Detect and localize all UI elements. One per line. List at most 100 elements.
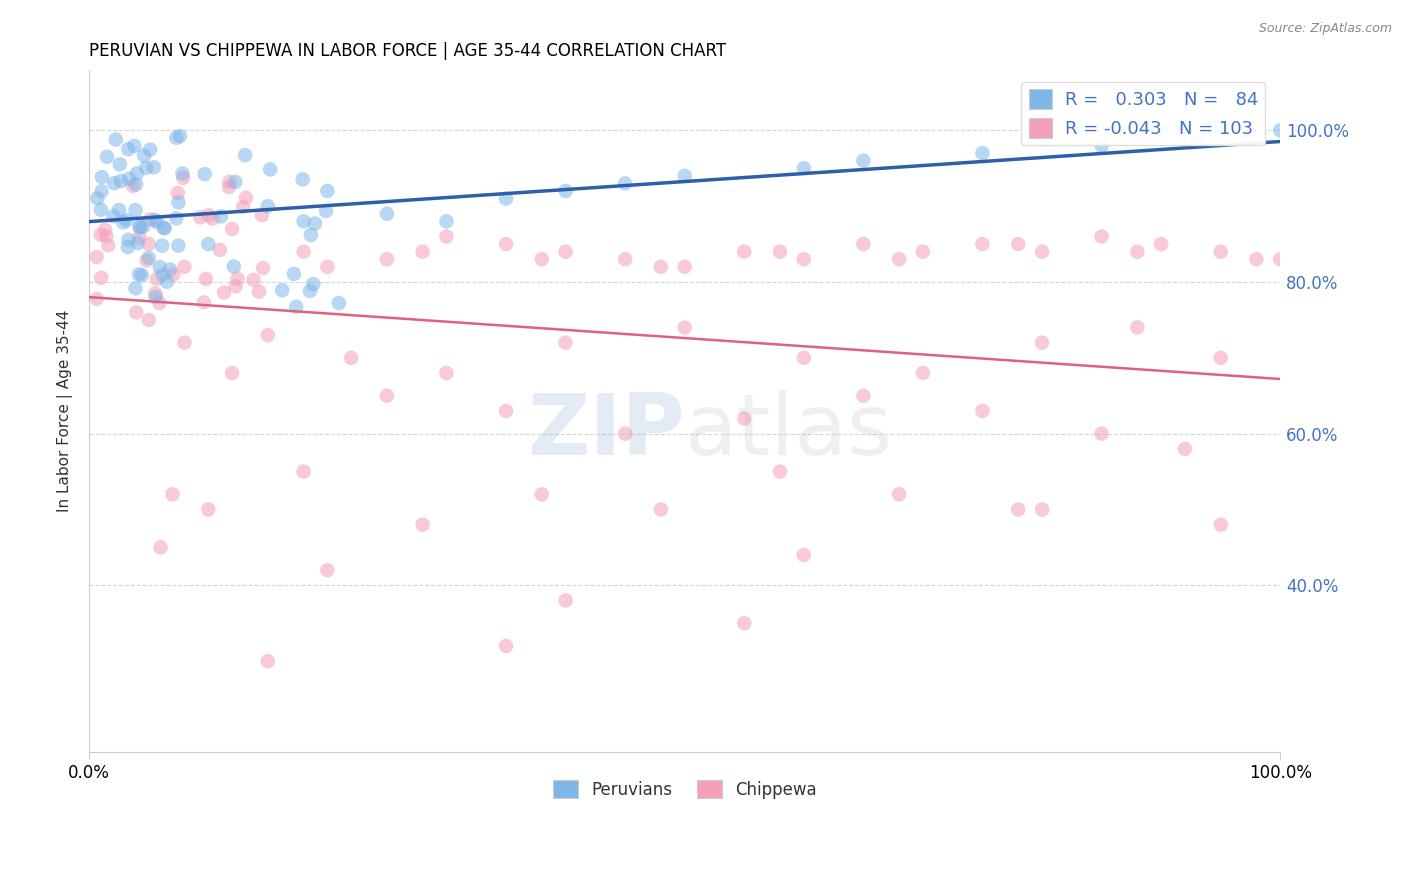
Point	[117, 233, 139, 247]
Point	[242, 273, 264, 287]
Point	[139, 212, 162, 227]
Point	[128, 219, 150, 233]
Point	[117, 142, 139, 156]
Point	[793, 548, 815, 562]
Point	[165, 130, 187, 145]
Point	[316, 563, 339, 577]
Point	[124, 202, 146, 217]
Point	[852, 389, 875, 403]
Point	[1126, 320, 1149, 334]
Point	[733, 616, 755, 631]
Point	[554, 244, 576, 259]
Point	[733, 244, 755, 259]
Point	[1233, 123, 1256, 137]
Point	[221, 222, 243, 236]
Point	[135, 253, 157, 268]
Point	[142, 161, 165, 175]
Point	[110, 174, 132, 188]
Point	[852, 237, 875, 252]
Point	[793, 351, 815, 365]
Point	[972, 237, 994, 252]
Point	[94, 223, 117, 237]
Point	[769, 465, 792, 479]
Point	[911, 366, 934, 380]
Point	[128, 221, 150, 235]
Point	[271, 283, 294, 297]
Point	[235, 191, 257, 205]
Point	[1270, 123, 1292, 137]
Point	[197, 237, 219, 252]
Point	[852, 153, 875, 168]
Point	[212, 285, 235, 300]
Point	[118, 171, 141, 186]
Point	[125, 305, 148, 319]
Point	[283, 267, 305, 281]
Point	[495, 237, 517, 252]
Point	[222, 260, 245, 274]
Point	[153, 221, 176, 235]
Point	[793, 161, 815, 176]
Point	[316, 260, 339, 274]
Point	[1007, 502, 1029, 516]
Point	[138, 237, 160, 252]
Point	[90, 184, 112, 198]
Point	[221, 366, 243, 380]
Point	[152, 268, 174, 282]
Point	[1031, 244, 1053, 259]
Point	[1031, 502, 1053, 516]
Point	[614, 252, 637, 267]
Point	[614, 177, 637, 191]
Point	[128, 268, 150, 282]
Point	[412, 517, 434, 532]
Point	[650, 260, 672, 274]
Point	[96, 150, 118, 164]
Point	[650, 502, 672, 516]
Point	[209, 210, 232, 224]
Point	[1090, 138, 1112, 153]
Point	[1209, 351, 1232, 365]
Point	[208, 243, 231, 257]
Point	[1150, 123, 1173, 137]
Point	[148, 296, 170, 310]
Point	[554, 335, 576, 350]
Point	[149, 541, 172, 555]
Point	[150, 238, 173, 252]
Point	[530, 252, 553, 267]
Point	[197, 502, 219, 516]
Point	[328, 296, 350, 310]
Point	[162, 487, 184, 501]
Point	[149, 260, 172, 274]
Point	[121, 178, 143, 193]
Text: ZIP: ZIP	[527, 390, 685, 473]
Point	[256, 199, 278, 213]
Point	[436, 229, 458, 244]
Point	[194, 167, 217, 181]
Point	[90, 227, 112, 242]
Point	[887, 487, 910, 501]
Point	[162, 268, 184, 282]
Point	[1185, 131, 1208, 145]
Point	[115, 213, 138, 227]
Point	[250, 208, 273, 222]
Text: Source: ZipAtlas.com: Source: ZipAtlas.com	[1258, 22, 1392, 36]
Point	[201, 211, 224, 226]
Point	[256, 328, 278, 343]
Point	[1270, 252, 1292, 267]
Point	[252, 260, 274, 275]
Point	[188, 211, 211, 225]
Point	[614, 426, 637, 441]
Point	[143, 213, 166, 227]
Point	[1246, 252, 1268, 267]
Text: PERUVIAN VS CHIPPEWA IN LABOR FORCE | AGE 35-44 CORRELATION CHART: PERUVIAN VS CHIPPEWA IN LABOR FORCE | AG…	[89, 42, 727, 60]
Point	[139, 143, 162, 157]
Point	[375, 207, 398, 221]
Point	[86, 191, 108, 205]
Point	[1209, 517, 1232, 532]
Point	[302, 277, 325, 291]
Point	[292, 244, 315, 259]
Point	[167, 186, 190, 200]
Point	[285, 300, 308, 314]
Point	[436, 214, 458, 228]
Point	[256, 654, 278, 668]
Legend: Peruvians, Chippewa: Peruvians, Chippewa	[546, 773, 824, 805]
